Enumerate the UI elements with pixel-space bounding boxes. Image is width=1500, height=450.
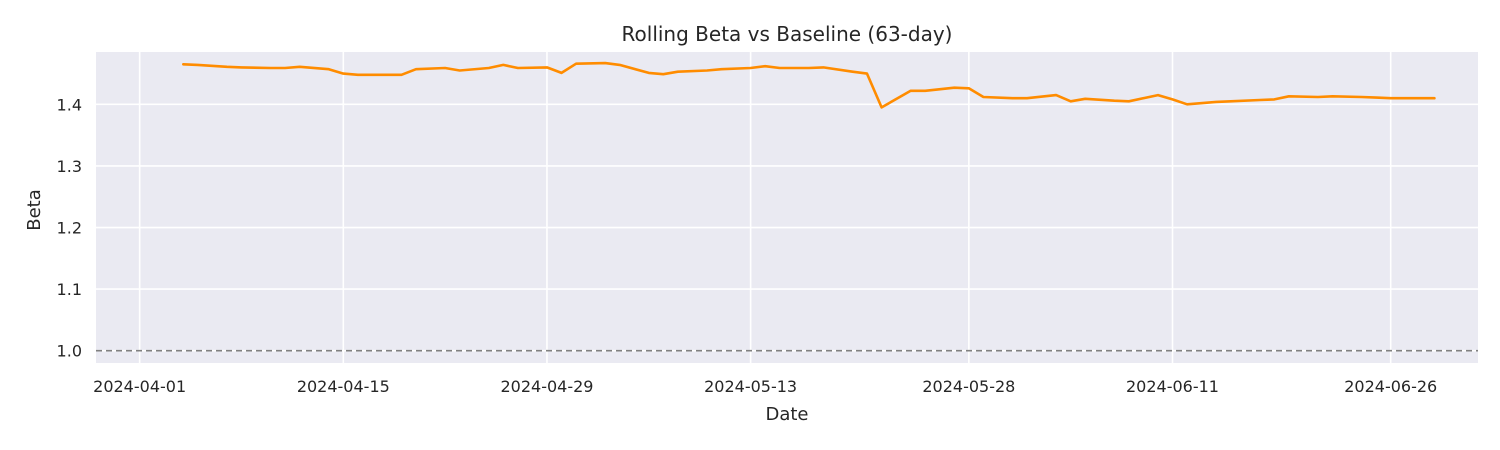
x-tick-label: 2024-06-26 — [1344, 377, 1437, 396]
x-tick-label: 2024-05-28 — [922, 377, 1015, 396]
x-tick-label: 2024-04-15 — [297, 377, 390, 396]
chart-title: Rolling Beta vs Baseline (63-day) — [622, 22, 953, 46]
y-tick-label: 1.3 — [57, 157, 82, 176]
x-axis-label: Date — [765, 404, 808, 425]
x-tick-label: 2024-06-11 — [1126, 377, 1219, 396]
y-axis-label: Beta — [24, 189, 45, 231]
y-tick-label: 1.4 — [57, 95, 82, 114]
x-tick-label: 2024-05-13 — [704, 377, 797, 396]
x-axis-ticks: 2024-04-01 2024-04-15 2024-04-29 2024-05-13… — [93, 377, 1437, 396]
beta-series-line — [182, 61, 1436, 109]
y-tick-label: 1.1 — [57, 280, 82, 299]
x-tick-label: 2024-04-29 — [500, 377, 593, 396]
y-tick-label: 1.0 — [57, 342, 82, 361]
y-tick-label: 1.2 — [57, 219, 82, 238]
y-axis-ticks: 1.0 1.1 1.2 1.3 1.4 — [57, 95, 82, 360]
x-tick-label: 2024-04-01 — [93, 377, 186, 396]
